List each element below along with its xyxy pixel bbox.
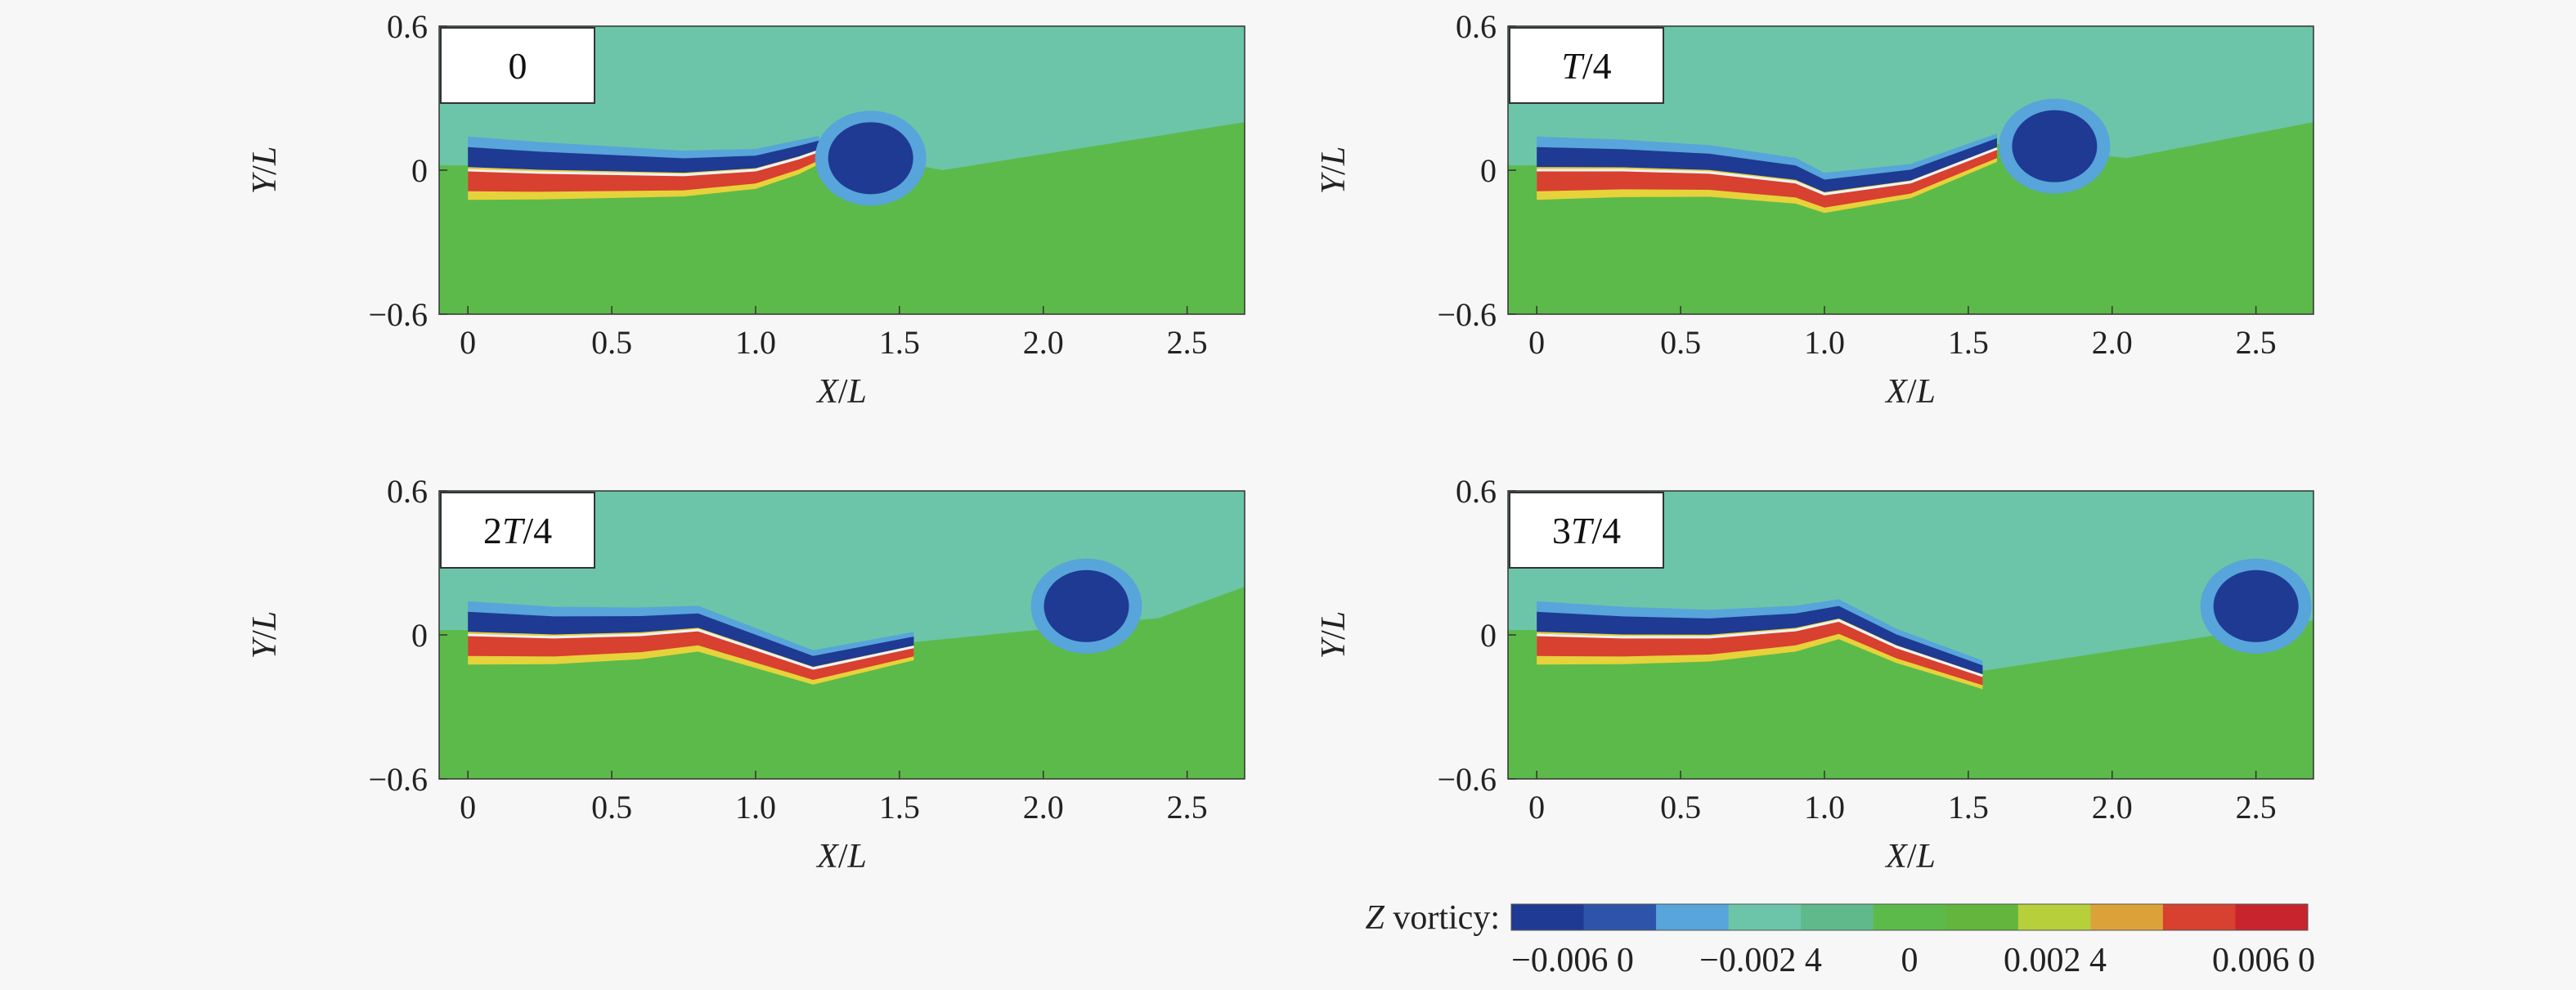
x-axis-label: X/L xyxy=(1884,838,1936,875)
colorbar-swatch xyxy=(1873,904,1946,930)
negative-vorticity-layer xyxy=(468,140,819,173)
negative-vorticity-layer xyxy=(468,611,914,668)
x-tick-label: 1.5 xyxy=(1948,324,1989,361)
phase-label-box xyxy=(1509,27,1664,104)
x-tick-label: 1.0 xyxy=(735,789,776,826)
y-tick-label: −0.6 xyxy=(1437,296,1497,333)
phase-label-box xyxy=(440,492,595,569)
body-midline xyxy=(1537,147,1998,196)
colorbar-swatch xyxy=(1511,904,1585,930)
x-tick-label: 0.5 xyxy=(591,789,632,826)
x-tick-label: 2.5 xyxy=(1167,789,1208,826)
positive-vorticity-layer xyxy=(468,629,914,680)
colorbar-label: Z vorticy: xyxy=(1366,899,1501,937)
x-tick-label: 1.0 xyxy=(1804,324,1845,361)
x-tick-label: 0 xyxy=(1528,789,1545,826)
y-tick-label: −0.6 xyxy=(368,296,428,333)
y-axis-label: Y/L xyxy=(246,146,284,194)
y-axis-label: Y/L xyxy=(1315,146,1353,194)
x-tick-label: 2.5 xyxy=(1167,324,1208,361)
y-axis-label: Y/L xyxy=(1315,611,1353,659)
vorticity-panel-2: T/4 0 0.5 1.0 1.5 2.0 2.5 0.6 0 −0.6 X/L Y/L xyxy=(1315,8,2314,411)
x-tick-label: 2.5 xyxy=(2236,324,2277,361)
x-tick-label: 0 xyxy=(460,789,476,826)
x-tick-label: 0 xyxy=(1528,324,1545,361)
x-tick-label: 2.0 xyxy=(2092,789,2133,826)
colorbar-swatch xyxy=(2017,904,2091,930)
x-tick-label: 2.5 xyxy=(2236,789,2277,826)
phase-label: T/4 xyxy=(1561,45,1611,87)
colorbar-tick-label: 0 xyxy=(1901,942,1919,979)
vorticity-field xyxy=(1508,26,2313,314)
vorticity-panel-4: 3T/4 0 0.5 1.0 1.5 2.0 2.5 0.6 0 −0.6 X/L Y/L xyxy=(1315,473,2314,875)
colorbar-swatch xyxy=(1728,904,1802,930)
x-tick-label: 0.5 xyxy=(1660,324,1701,361)
colorbar-swatch xyxy=(2162,904,2236,930)
x-tick-label: 1.5 xyxy=(879,789,920,826)
shed-vortex xyxy=(1043,569,1129,642)
colorbar-swatch xyxy=(2090,904,2164,930)
y-axis-label: Y/L xyxy=(246,611,284,659)
y-tick-label: 0.6 xyxy=(1456,473,1497,510)
colorbar-swatch xyxy=(1945,904,2019,930)
phase-label: 0 xyxy=(509,45,527,87)
colorbar-tick-label: −0.006 0 xyxy=(1511,942,1634,979)
negative-vorticity-layer xyxy=(1537,137,1997,193)
phase-label: 3T/4 xyxy=(1552,510,1621,551)
colorbar-swatch xyxy=(1801,904,1874,930)
y-tick-label: 0.6 xyxy=(387,8,428,45)
y-tick-label: 0 xyxy=(411,152,428,189)
colorbar-swatch xyxy=(1583,904,1657,930)
x-tick-label: 2.0 xyxy=(1023,324,1064,361)
x-tick-label: 1.5 xyxy=(879,324,920,361)
x-axis-label: X/L xyxy=(815,838,867,875)
colorbar-tick-label: 0.006 0 xyxy=(2212,942,2315,979)
y-tick-label: −0.6 xyxy=(368,761,428,798)
shed-vortex xyxy=(2213,569,2299,642)
negative-vorticity-layer xyxy=(1537,605,1983,675)
x-tick-label: 2.0 xyxy=(1023,789,1064,826)
vorticity-field xyxy=(439,491,1245,779)
vorticity-panel-3: 2T/4 0 0.5 1.0 1.5 2.0 2.5 0.6 0 −0.6 X/L Y/L xyxy=(246,473,1245,875)
body-midline xyxy=(468,150,819,177)
positive-vorticity-layer xyxy=(468,150,819,192)
x-tick-label: 1.5 xyxy=(1948,789,1989,826)
y-tick-label: 0.6 xyxy=(387,473,428,510)
phase-label-box xyxy=(1509,492,1664,569)
y-tick-label: 0 xyxy=(411,617,428,654)
y-tick-label: −0.6 xyxy=(1437,761,1497,798)
colorbar-swatch xyxy=(2235,904,2309,930)
x-tick-label: 2.0 xyxy=(2092,324,2133,361)
body-midline xyxy=(468,628,914,670)
colorbar-swatch xyxy=(1656,904,1730,930)
x-axis-label: X/L xyxy=(1884,373,1936,411)
colorbar: Z vorticy: −0.006 0 −0.002 4 0 0.002 4 0.006 … xyxy=(1366,899,2316,979)
positive-vorticity-layer xyxy=(1537,147,1997,208)
x-tick-label: 0 xyxy=(460,324,476,361)
colorbar-tick-label: 0.002 4 xyxy=(2004,942,2107,979)
x-tick-label: 0.5 xyxy=(1660,789,1701,826)
vorticity-panel-1: 0 0 0.5 1.0 1.5 2.0 2.5 0.6 0 −0.6 X/L Y/L xyxy=(246,8,1245,411)
vorticity-field xyxy=(439,26,1245,314)
body-midline xyxy=(1537,619,1983,677)
shed-vortex xyxy=(2012,110,2098,182)
x-tick-label: 1.0 xyxy=(735,324,776,361)
colorbar-frame xyxy=(1510,903,2309,931)
y-tick-label: 0.6 xyxy=(1456,8,1497,45)
y-tick-label: 0 xyxy=(1480,617,1497,654)
y-tick-label: 0 xyxy=(1480,152,1497,189)
x-tick-label: 1.0 xyxy=(1804,789,1845,826)
x-axis-label: X/L xyxy=(815,373,867,411)
phase-label-box xyxy=(440,27,595,104)
x-tick-label: 0.5 xyxy=(591,324,632,361)
shed-vortex xyxy=(828,122,913,195)
phase-label: 2T/4 xyxy=(483,510,552,551)
colorbar-tick-label: −0.002 4 xyxy=(1699,942,1822,979)
